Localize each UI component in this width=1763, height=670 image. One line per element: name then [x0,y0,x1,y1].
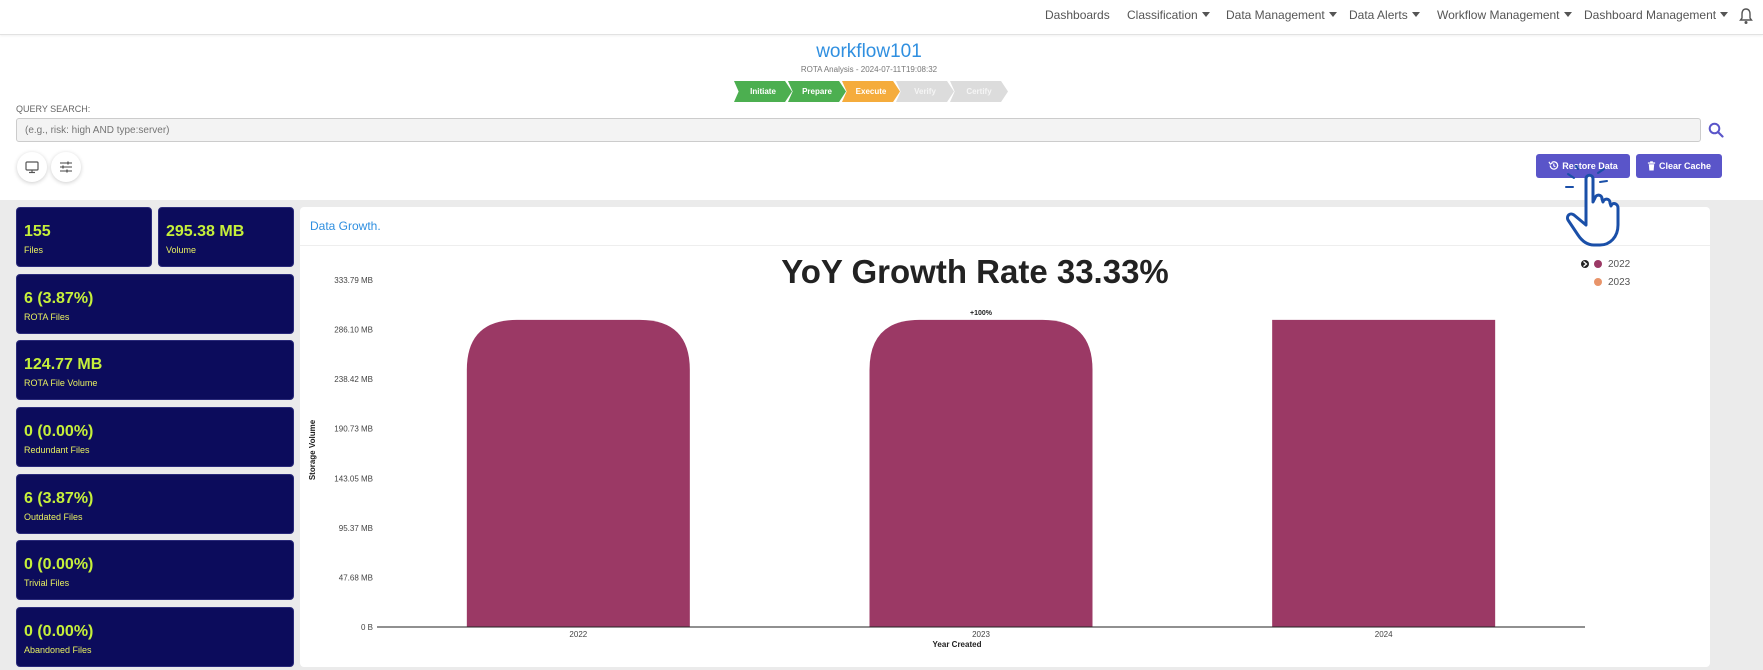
stat-card-rota-volume[interactable]: 124.77 MB ROTA File Volume [16,340,294,400]
legend-marker [1594,278,1602,286]
y-tick-label: 95.37 MB [339,524,373,533]
stat-label: Outdated Files [24,512,83,522]
nav-classification[interactable]: Classification [1127,8,1210,22]
stat-card-abandoned[interactable]: 0 (0.00%) Abandoned Files [16,607,294,667]
stat-value: 295.38 MB [166,223,245,240]
stat-value: 6 (3.87%) [24,290,94,307]
step-prepare[interactable]: Prepare [788,81,846,102]
nav-dashboards-label: Dashboards [1045,8,1110,22]
restore-data-label: Restore Data [1562,161,1618,171]
sliders-icon [60,161,72,173]
nav-workflow-management-label: Workflow Management [1437,8,1560,22]
chevron-down-icon [1563,12,1572,17]
stat-label: Redundant Files [24,445,90,455]
nav-workflow-management[interactable]: Workflow Management [1437,8,1572,22]
stat-label: Trivial Files [24,578,70,588]
stat-value: 0 (0.00%) [24,423,94,440]
nav-data-management[interactable]: Data Management [1226,8,1337,22]
nav-data-management-label: Data Management [1226,8,1325,22]
bar-2024 [1272,319,1496,627]
nav-dashboards[interactable]: Dashboards [1045,8,1110,22]
step-initiate[interactable]: Initiate [734,81,792,102]
query-search-input[interactable] [16,118,1701,142]
stat-label: ROTA File Volume [24,378,98,388]
y-tick-label: 143.05 MB [334,474,373,483]
nav-dashboard-management[interactable]: Dashboard Management [1584,8,1729,22]
legend-marker [1594,260,1602,268]
x-axis-label: Year Created [933,640,982,649]
stat-value: 155 [24,223,51,240]
clear-cache-label: Clear Cache [1658,161,1712,171]
stat-card-redundant[interactable]: 0 (0.00%) Redundant Files [16,407,294,467]
stat-label: Abandoned Files [24,645,92,655]
stat-label: Files [24,245,44,255]
chevron-down-icon [1201,12,1210,17]
bar-2023 [869,319,1093,627]
y-tick-label: 238.42 MB [334,375,373,384]
legend-label: 2022 [1608,259,1631,270]
stat-label: Volume [166,245,197,255]
y-tick-label: 47.68 MB [339,573,373,582]
data-growth-chart: YoY Growth Rate 33.33% 0 B 47.68 MB 95.37 M… [308,253,1631,649]
stat-value: 0 (0.00%) [24,623,94,640]
stat-value: 6 (3.87%) [24,490,94,507]
panel-title: Data Growth. [310,219,381,233]
y-tick-label: 286.10 MB [334,326,373,335]
stat-label: ROTA Files [24,312,70,322]
top-navbar: Dashboards Classification Data Managemen… [0,0,1763,35]
stat-value: 124.77 MB [24,356,103,373]
trash-icon [1647,161,1656,171]
chevron-down-icon [1328,12,1337,17]
y-tick-label: 0 B [361,623,373,632]
legend-label: 2023 [1608,277,1631,288]
y-tick-label: 333.79 MB [334,276,373,285]
stat-card-volume[interactable]: 295.38 MB Volume [158,207,294,267]
search-icon[interactable] [1708,122,1724,138]
nav-classification-label: Classification [1127,8,1198,22]
stat-card-files[interactable]: 155 Files [16,207,152,267]
step-certify[interactable]: Certify [950,81,1008,102]
y-tick-label: 190.73 MB [334,425,373,434]
chevron-right-icon [1583,261,1588,267]
monitor-view-button[interactable] [17,152,47,182]
workflow-title: workflow101 [816,41,922,62]
nav-data-alerts-label: Data Alerts [1349,8,1408,22]
chevron-down-icon [1720,12,1729,17]
restore-data-button[interactable]: Restore Data [1536,154,1630,178]
hand-pointer-icon [1565,165,1620,247]
stat-card-rota-files[interactable]: 6 (3.87%) ROTA Files [16,274,294,334]
bell-icon[interactable] [1739,7,1753,25]
chevron-down-icon [1411,12,1420,17]
legend-arrow-bg [1581,260,1589,268]
monitor-icon [25,161,39,174]
stat-value: 0 (0.00%) [24,556,94,573]
bar-2022 [466,319,690,627]
x-tick-label: 2024 [1375,630,1393,639]
clear-cache-button[interactable]: Clear Cache [1636,154,1722,178]
workflow-subtitle: ROTA Analysis - 2024-07-11T19:08:32 [800,65,938,74]
panel-divider [300,245,1710,246]
x-tick-label: 2023 [972,630,990,639]
filter-settings-button[interactable] [51,152,81,182]
stat-card-outdated[interactable]: 6 (3.87%) Outdated Files [16,474,294,534]
query-search-label: QUERY SEARCH: [16,104,91,114]
bar-annotation: +100% [970,310,993,317]
step-execute[interactable]: Execute [842,81,900,102]
y-axis-label: Storage Volume [308,419,317,480]
history-icon [1548,161,1559,170]
x-tick-label: 2022 [569,630,587,639]
nav-dashboard-management-label: Dashboard Management [1584,8,1717,22]
chart-title: YoY Growth Rate 33.33% [781,253,1169,290]
step-verify[interactable]: Verify [896,81,954,102]
nav-data-alerts[interactable]: Data Alerts [1349,8,1420,22]
stat-card-trivial[interactable]: 0 (0.00%) Trivial Files [16,540,294,600]
